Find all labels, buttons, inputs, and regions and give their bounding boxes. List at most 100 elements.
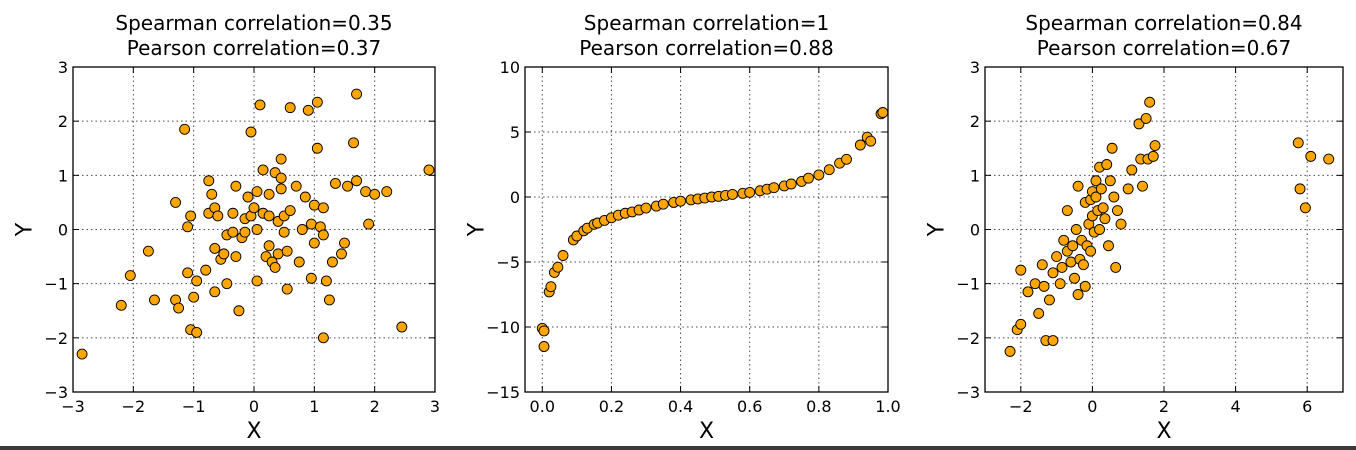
- data-point: [381, 186, 393, 198]
- data-point: [251, 186, 263, 198]
- data-point: [284, 102, 296, 114]
- data-point: [218, 248, 230, 260]
- data-point: [182, 221, 194, 233]
- data-point: [299, 191, 311, 203]
- data-point: [1101, 159, 1113, 170]
- x-tick-label: 0: [249, 397, 259, 416]
- data-point: [1147, 150, 1159, 162]
- y-tick-label: −5: [496, 253, 520, 272]
- data-point: [538, 325, 550, 337]
- data-point: [296, 224, 308, 235]
- chart-title-pearson: Pearson correlation=0.88: [579, 36, 833, 60]
- plot-frame: [72, 66, 436, 393]
- data-point: [257, 164, 269, 176]
- panel-2: 0.0 0.2 0.4 0.6 0.8 1.0 −15 −10 −5 0 5 10 Spearman c…: [465, 11, 901, 444]
- data-point: [254, 99, 266, 111]
- data-point: [251, 275, 263, 287]
- data-point: [1104, 175, 1116, 187]
- data-point: [1070, 224, 1082, 235]
- data-point: [293, 256, 305, 268]
- y-tick-label: 2: [970, 112, 980, 131]
- data-point: [1133, 118, 1145, 130]
- data-point: [1323, 153, 1335, 165]
- y-tick-label: −2: [44, 329, 68, 348]
- x-tick-label: 0.8: [806, 397, 831, 416]
- y-tick-label: 3: [58, 58, 68, 77]
- data-point: [1004, 345, 1016, 357]
- data-point: [179, 123, 191, 135]
- y-tick-label: −2: [956, 329, 980, 348]
- data-point: [317, 332, 329, 344]
- data-point: [360, 186, 372, 198]
- x-tick-label: 0.4: [668, 397, 693, 416]
- data-point: [657, 198, 669, 210]
- y-tick-label: 10: [500, 58, 520, 77]
- data-point: [841, 153, 852, 165]
- data-point: [1072, 180, 1084, 192]
- y-axis-label: Y: [465, 222, 490, 237]
- data-point: [284, 205, 296, 216]
- data-point: [227, 226, 239, 238]
- data-point: [1077, 259, 1089, 271]
- y-tick-label: −15: [486, 383, 520, 402]
- data-point: [1072, 289, 1084, 300]
- y-tick-label: 1: [970, 166, 980, 185]
- data-point: [221, 278, 233, 290]
- data-point: [173, 302, 185, 314]
- data-point: [1015, 264, 1027, 276]
- data-point: [311, 96, 323, 108]
- data-point: [1085, 245, 1097, 257]
- data-point: [1047, 335, 1059, 346]
- data-point: [1099, 213, 1111, 225]
- data-point: [1058, 234, 1070, 246]
- data-point: [396, 321, 408, 333]
- chart-title-pearson: Pearson correlation=0.37: [127, 36, 381, 60]
- data-point: [336, 248, 347, 260]
- data-point: [320, 275, 332, 287]
- data-point: [1305, 150, 1317, 162]
- data-point: [212, 210, 224, 222]
- data-point: [1144, 96, 1156, 108]
- data-point: [1036, 259, 1048, 271]
- y-tick-label: −3: [956, 383, 980, 402]
- data-point: [348, 137, 359, 149]
- data-point: [1033, 308, 1045, 319]
- data-point: [1038, 280, 1050, 292]
- data-point: [339, 237, 350, 249]
- data-point: [785, 178, 797, 190]
- data-point: [330, 178, 341, 189]
- data-point: [275, 183, 287, 195]
- data-point: [640, 202, 652, 214]
- data-point: [1294, 183, 1306, 195]
- data-point: [323, 294, 335, 306]
- y-axis-label: Y: [13, 222, 38, 237]
- data-point: [1029, 278, 1041, 290]
- data-point: [242, 191, 254, 203]
- data-point: [545, 281, 557, 293]
- data-point: [308, 199, 320, 211]
- data-point: [1115, 218, 1127, 230]
- data-point: [1112, 205, 1123, 216]
- data-point: [1065, 256, 1077, 268]
- data-point: [1069, 272, 1080, 284]
- data-point: [854, 139, 866, 151]
- data-point: [182, 267, 194, 279]
- data-point: [245, 126, 257, 138]
- chart-title-spearman: Spearman correlation=0.84: [1025, 11, 1302, 35]
- data-point: [342, 180, 353, 192]
- data-point: [675, 195, 687, 207]
- x-tick-label: 2: [1159, 397, 1169, 416]
- panel-3: −2 0 2 4 6 −3 −2 −1 0 1 2 3 Spearman correlation=0.8…: [925, 11, 1344, 444]
- data-point: [203, 175, 215, 187]
- data-point: [263, 210, 275, 222]
- data-point: [115, 299, 127, 311]
- data-point: [1110, 261, 1122, 273]
- x-tick-label: 0.6: [737, 397, 762, 416]
- y-tick-label: −3: [44, 383, 68, 402]
- data-point: [230, 251, 242, 263]
- data-point: [263, 240, 275, 252]
- data-point: [1047, 267, 1059, 279]
- data-point: [423, 164, 435, 176]
- data-point: [317, 202, 329, 214]
- data-point: [1054, 278, 1066, 290]
